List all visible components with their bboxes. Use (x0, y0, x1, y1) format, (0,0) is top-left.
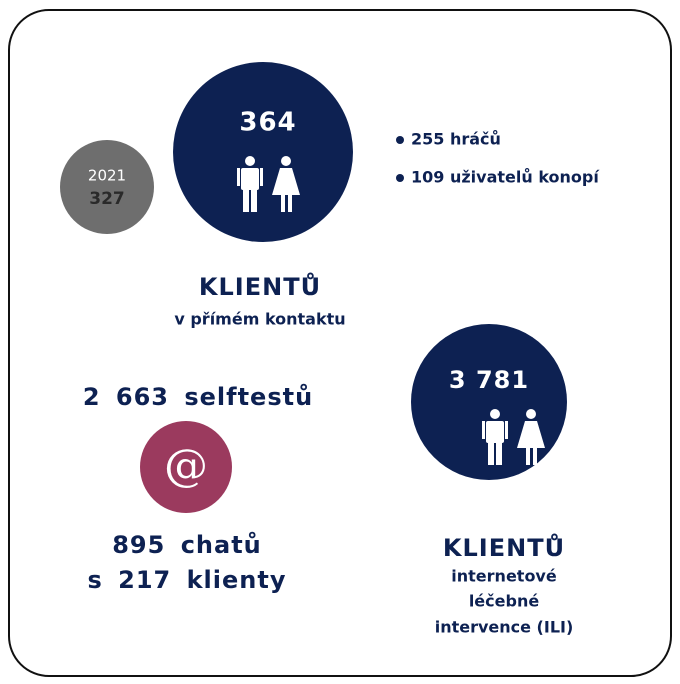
detail: 109 uživatelů konopí (411, 168, 600, 187)
chats: 895 chatů (112, 531, 262, 559)
at-icon: @ (164, 441, 208, 492)
subheading: intervence (ILI) (435, 618, 574, 637)
bullet (396, 136, 404, 144)
selftests: 2 663 selftestů (83, 383, 313, 411)
contact-circle (173, 62, 353, 242)
ili-value: 3 781 (449, 366, 529, 394)
subheading: internetové (451, 567, 557, 586)
previous-value: 327 (89, 189, 125, 209)
subheading: léčebné (469, 592, 540, 611)
detail: 255 hráčů (411, 130, 501, 149)
frame (8, 9, 672, 677)
year-label: 2021 (88, 167, 126, 185)
contact-value: 364 (239, 108, 296, 138)
chat-circle (140, 421, 232, 513)
previous-year-circle (60, 140, 154, 234)
chat-clients: s 217 klienty (88, 566, 287, 594)
heading: KLIENTŮ (199, 271, 321, 301)
subheading: v přímém kontaktu (174, 310, 345, 329)
heading: KLIENTŮ (443, 532, 565, 562)
bullet (396, 174, 404, 182)
